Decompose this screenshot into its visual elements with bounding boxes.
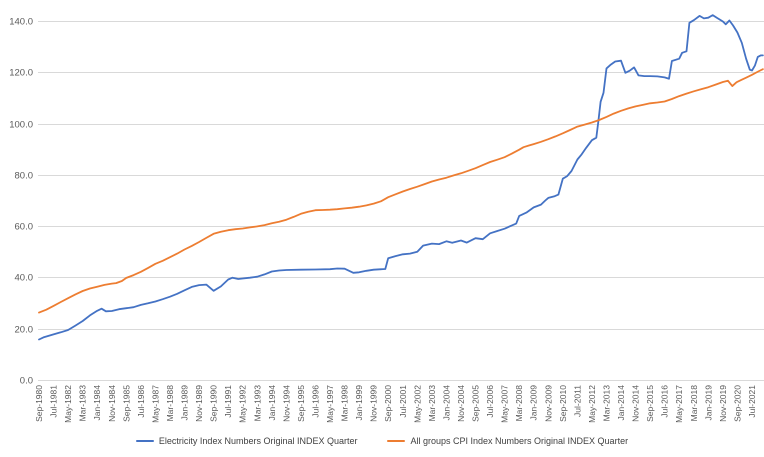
x-axis-tick-label: Jul-1986 xyxy=(136,385,146,418)
x-axis-tick-label: Jan-1984 xyxy=(92,385,102,421)
x-axis-tick-label: Jan-2009 xyxy=(529,385,539,421)
x-axis-tick-label: Jul-1996 xyxy=(310,385,320,418)
x-axis-tick-label: Sep-1980 xyxy=(34,385,44,422)
x-axis-tick-label: Mar-2013 xyxy=(601,385,611,422)
y-axis-tick-label: 100.0 xyxy=(9,120,33,131)
legend-line-swatch-cpi xyxy=(387,439,406,443)
x-axis-tick-label: May-2007 xyxy=(500,385,510,423)
x-axis-tick-label: Jul-1981 xyxy=(49,385,59,418)
series-line-cpi xyxy=(38,68,764,314)
y-axis-tick-label: 140.0 xyxy=(9,17,33,28)
x-axis-tick-label: Nov-1994 xyxy=(281,385,291,422)
x-axis-tick-label: Jul-2006 xyxy=(485,385,495,418)
x-axis-tick-label: Sep-1985 xyxy=(121,385,131,422)
x-axis-tick-label: Mar-1983 xyxy=(78,385,88,422)
x-axis-tick-label: Sep-2005 xyxy=(471,385,481,422)
chart-legend: Electricity Index Numbers Original INDEX… xyxy=(0,433,764,449)
x-axis-tick-label: Sep-2020 xyxy=(732,385,742,422)
legend-item-cpi: All groups CPI Index Numbers Original IN… xyxy=(387,435,629,446)
x-axis-tick-label: Mar-1998 xyxy=(340,385,350,422)
x-axis-tick-label: Jan-2014 xyxy=(616,385,626,421)
x-axis-tick-label: Nov-2009 xyxy=(543,385,553,422)
x-axis-tick-label: Nov-2019 xyxy=(718,385,728,422)
x-axis-tick-label: Jan-2019 xyxy=(703,385,713,421)
series-line-electricity xyxy=(38,14,764,341)
x-axis-tick-label: Nov-2004 xyxy=(456,385,466,422)
x-axis-tick-label: Jul-2001 xyxy=(398,385,408,418)
legend-label-electricity: Electricity Index Numbers Original INDEX… xyxy=(158,435,358,446)
x-axis-tick-label: Jan-1999 xyxy=(354,385,364,421)
x-axis-tick-label: Jan-2004 xyxy=(441,385,451,421)
x-axis-tick-label: Jul-2011 xyxy=(572,385,582,417)
x-axis-tick-label: Sep-2000 xyxy=(383,385,393,422)
x-axis-tick-label: Nov-2014 xyxy=(631,385,641,422)
x-axis-tick-label: May-2012 xyxy=(587,385,597,423)
x-axis-tick-label: Nov-1989 xyxy=(194,385,204,422)
x-axis-tick-label: May-1992 xyxy=(238,385,248,423)
x-axis-tick-label: Sep-1990 xyxy=(209,385,219,422)
x-axis-tick-label: Sep-2015 xyxy=(645,385,655,422)
x-axis-tick-label: Sep-1995 xyxy=(296,385,306,422)
y-axis-tick-label: 20.0 xyxy=(15,325,34,336)
x-axis-tick-label: May-1997 xyxy=(325,385,335,423)
legend-label-cpi: All groups CPI Index Numbers Original IN… xyxy=(410,435,629,446)
y-axis-tick-label: 120.0 xyxy=(9,68,33,79)
x-axis-tick-label: May-2002 xyxy=(412,385,422,423)
x-axis-tick-label: Mar-1993 xyxy=(252,385,262,422)
x-axis-tick-label: Mar-1988 xyxy=(165,385,175,422)
x-axis-tick-label: Mar-2008 xyxy=(514,385,524,422)
x-axis-tick-label: Jul-2021 xyxy=(747,385,757,418)
x-axis-tick-label: May-2017 xyxy=(674,385,684,423)
x-axis-tick-label: Nov-1984 xyxy=(107,385,117,422)
x-axis-tick-label: Jul-2016 xyxy=(660,385,670,418)
x-axis-tick-label: Sep-2010 xyxy=(558,385,568,422)
y-axis-tick-label: 0.0 xyxy=(20,376,33,387)
x-axis-tick-label: Jan-1989 xyxy=(180,385,190,421)
x-axis-tick-label: May-1987 xyxy=(150,385,160,423)
legend-item-electricity: Electricity Index Numbers Original INDEX… xyxy=(135,435,358,446)
x-axis-tick-label: Nov-1999 xyxy=(369,385,379,422)
y-axis-tick-label: 60.0 xyxy=(15,222,34,233)
x-axis-tick-label: Mar-2018 xyxy=(689,385,699,422)
y-axis-tick-label: 80.0 xyxy=(15,171,34,182)
y-axis-tick-label: 40.0 xyxy=(15,273,34,284)
plot-area: 0.0 20.0 40.0 60.0 80.0 100.0 120.0 140.0 Sep-19… xyxy=(9,14,764,423)
x-axis-tick-label: Mar-2003 xyxy=(427,385,437,422)
x-axis-tick-label: Jan-1994 xyxy=(267,385,277,421)
legend-line-swatch-electricity xyxy=(135,439,154,443)
x-axis-tick-label: Jul-1991 xyxy=(223,385,233,418)
x-axis-tick-label: May-1982 xyxy=(63,385,73,423)
